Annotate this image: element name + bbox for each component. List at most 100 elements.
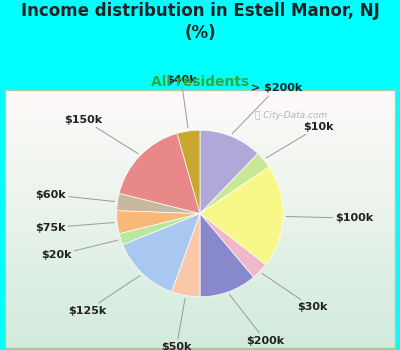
Bar (5, 235, 395, 236)
Bar (5, 127, 395, 128)
Bar (5, 108, 395, 109)
Text: $125k: $125k (68, 275, 140, 316)
Text: $50k: $50k (161, 299, 192, 350)
Bar (5, 344, 395, 345)
Bar (5, 341, 395, 342)
Bar (5, 210, 395, 211)
Bar (5, 197, 395, 198)
Bar (5, 234, 395, 235)
Bar (5, 252, 395, 253)
Bar (5, 192, 395, 193)
Bar (5, 211, 395, 212)
Bar (5, 291, 395, 292)
Bar (5, 276, 395, 277)
Bar (5, 303, 395, 304)
Bar (5, 145, 395, 146)
Bar (5, 223, 395, 224)
Bar (5, 185, 395, 186)
Bar (5, 293, 395, 294)
Wedge shape (172, 214, 200, 297)
Bar (5, 246, 395, 247)
Bar (5, 118, 395, 119)
Bar (5, 160, 395, 161)
Bar (5, 201, 395, 202)
Bar (5, 305, 395, 306)
Bar (5, 158, 395, 159)
Bar (5, 125, 395, 126)
Bar (5, 180, 395, 181)
Bar (5, 128, 395, 129)
Bar (5, 102, 395, 103)
Bar (5, 207, 395, 208)
Wedge shape (200, 214, 266, 277)
Bar (5, 287, 395, 288)
Bar (5, 304, 395, 305)
Bar (5, 123, 395, 124)
Bar (5, 99, 395, 100)
Bar (5, 229, 395, 230)
Bar (5, 103, 395, 104)
Bar (5, 163, 395, 164)
Bar (5, 265, 395, 266)
Bar (5, 275, 395, 276)
Bar (5, 205, 395, 206)
Bar (5, 300, 395, 301)
Bar (5, 271, 395, 272)
Bar (5, 155, 395, 156)
Bar (5, 113, 395, 114)
Bar (5, 225, 395, 226)
Bar (5, 117, 395, 118)
Text: All residents: All residents (151, 75, 249, 89)
Bar (5, 189, 395, 190)
Wedge shape (123, 214, 200, 292)
Bar (5, 203, 395, 204)
Bar (5, 213, 395, 214)
Bar (5, 248, 395, 249)
Bar (5, 257, 395, 258)
Bar (5, 132, 395, 133)
Text: $75k: $75k (35, 223, 114, 233)
Bar (5, 311, 395, 312)
Text: $40k: $40k (166, 75, 196, 128)
Bar (5, 188, 395, 189)
Bar (5, 217, 395, 218)
Bar (5, 171, 395, 172)
Bar (5, 94, 395, 95)
Bar (5, 97, 395, 98)
Bar (5, 260, 395, 261)
Bar (5, 251, 395, 252)
Bar (5, 327, 395, 328)
Bar (5, 330, 395, 331)
Bar (5, 227, 395, 228)
Bar (5, 343, 395, 344)
Wedge shape (177, 130, 200, 214)
Bar (5, 289, 395, 290)
Bar (5, 218, 395, 219)
Bar (5, 284, 395, 285)
Bar (5, 153, 395, 154)
Bar (5, 139, 395, 140)
Bar (5, 96, 395, 97)
Bar (5, 312, 395, 313)
Bar (5, 173, 395, 174)
Bar (5, 174, 395, 175)
Bar (5, 187, 395, 188)
Bar (5, 247, 395, 248)
Bar (5, 106, 395, 107)
Bar (5, 115, 395, 116)
Bar (5, 347, 395, 348)
Bar (5, 151, 395, 152)
Bar (5, 135, 395, 136)
Bar (5, 215, 395, 216)
Bar (5, 346, 395, 347)
Bar (5, 238, 395, 239)
Bar (5, 321, 395, 322)
Bar (5, 100, 395, 101)
Bar (5, 202, 395, 203)
Bar (5, 232, 395, 233)
Bar (5, 176, 395, 177)
Bar (5, 279, 395, 280)
Bar (5, 316, 395, 317)
Bar (5, 168, 395, 169)
Bar (5, 326, 395, 327)
